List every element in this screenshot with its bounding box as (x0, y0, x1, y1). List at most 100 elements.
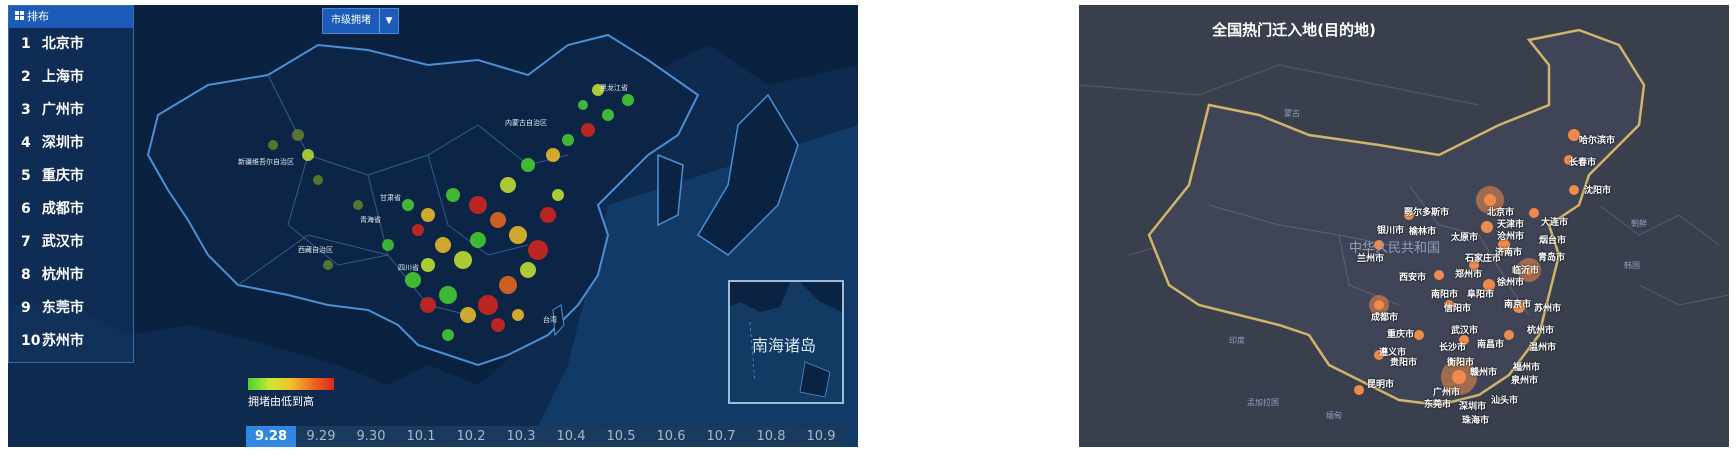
city-label: 贵阳市 (1390, 358, 1418, 368)
country-label: 孟加拉国 (1247, 398, 1279, 407)
ranking-title: 排布 (27, 10, 49, 23)
inset-map (730, 282, 842, 398)
ranking-item[interactable]: 4 深圳市 (9, 127, 133, 160)
timeline-date[interactable]: 10.8 (756, 429, 786, 444)
select-value: 市级拥堵 (331, 15, 371, 26)
city-label: 长沙市 (1439, 343, 1467, 353)
region-label: 黑龙江省 (600, 84, 628, 92)
city-label: 青岛市 (1538, 253, 1566, 263)
timeline-date[interactable]: 10.7 (706, 429, 736, 444)
timeline-date[interactable]: 9.29 (306, 429, 336, 444)
timeline-date[interactable]: 10.3 (506, 429, 536, 444)
timeline-date[interactable]: 10.9 (806, 429, 836, 444)
region-label: 四川省 (398, 264, 419, 272)
congestion-map-panel: 黑龙江省 内蒙古自治区 新疆维吾尔自治区 甘肃省 青海省 西藏自治区 四川省 台… (8, 5, 858, 447)
legend-gradient-bar (248, 378, 334, 390)
ranking-item[interactable]: 1 北京市 (9, 28, 133, 61)
ranking-item[interactable]: 3 广州市 (9, 94, 133, 127)
china-migration-map (1079, 5, 1729, 447)
city-label: 鄂尔多斯市 (1404, 208, 1450, 218)
south-china-sea-inset: 南海诸岛 (728, 280, 844, 404)
rank-number: 7 (21, 234, 31, 250)
region-label: 青海省 (360, 216, 381, 224)
timeline-date[interactable]: 9.28 (246, 426, 296, 447)
city-label: 沧州市 (1497, 232, 1525, 242)
ranking-item[interactable]: 7 武汉市 (9, 226, 133, 259)
congestion-legend: 拥堵由低到高 (248, 378, 334, 409)
rank-city: 重庆市 (41, 168, 84, 184)
city-label: 南昌市 (1477, 340, 1505, 350)
timeline-date[interactable]: 10.6 (656, 429, 686, 444)
ranking-item[interactable]: 10 苏州市 (9, 325, 133, 358)
rank-city: 成都市 (41, 201, 84, 217)
rank-number: 5 (21, 168, 31, 184)
country-label: 蒙古 (1284, 109, 1300, 118)
city-label: 烟台市 (1539, 236, 1567, 246)
rank-city: 广州市 (41, 102, 84, 118)
city-label: 天津市 (1497, 220, 1525, 230)
city-label: 杭州市 (1527, 326, 1555, 336)
rank-number: 10 (21, 333, 41, 349)
country-label: 韩国 (1624, 261, 1640, 270)
timeline-date[interactable]: 10.5 (606, 429, 636, 444)
country-label: 朝鲜 (1631, 219, 1647, 228)
timeline-date[interactable]: 10.2 (456, 429, 486, 444)
city-label: 苏州市 (1534, 304, 1562, 314)
city-label: 太原市 (1451, 233, 1479, 243)
city-label: 汕头市 (1491, 396, 1519, 406)
city-label: 石家庄市 (1465, 254, 1502, 264)
ranking-item[interactable]: 5 重庆市 (9, 160, 133, 193)
city-label: 深圳市 (1459, 402, 1487, 412)
ranking-item[interactable]: 9 东莞市 (9, 292, 133, 325)
timeline-date[interactable]: 10.4 (556, 429, 586, 444)
chevron-down-icon[interactable]: ▼ (379, 9, 398, 33)
city-label: 长春市 (1569, 158, 1597, 168)
ranking-item[interactable]: 6 成都市 (9, 193, 133, 226)
rank-city: 深圳市 (41, 135, 84, 151)
map-title: 全国热门迁入地(目的地) (1212, 21, 1376, 39)
region-label: 台湾 (543, 316, 557, 324)
city-ranking-list: 排布 1 北京市 2 上海市 3 广州市 4 深圳市 5 重庆市 6 成都市 7… (8, 5, 134, 363)
rank-number: 3 (21, 102, 31, 118)
ranking-item[interactable]: 8 杭州市 (9, 259, 133, 292)
ranking-item[interactable]: 2 上海市 (9, 61, 133, 94)
rank-city: 北京市 (41, 36, 84, 52)
timeline-date[interactable]: 9.30 (356, 429, 386, 444)
city-label: 成都市 (1371, 313, 1399, 323)
migration-map-panel: 全国热门迁入地(目的地) 蒙古 中华人民共和国 朝鲜 韩国 缅甸 孟加拉国 印度… (1079, 5, 1729, 447)
city-label: 珠海市 (1462, 416, 1490, 426)
city-label: 兰州市 (1357, 254, 1385, 264)
timeline-date[interactable]: 10.1 (406, 429, 436, 444)
city-label: 大连市 (1541, 218, 1569, 228)
city-label: 临沂市 (1512, 266, 1540, 276)
city-label: 衡阳市 (1447, 358, 1475, 368)
rank-number: 4 (21, 135, 31, 151)
city-label: 济南市 (1495, 248, 1523, 258)
city-label: 信阳市 (1444, 304, 1472, 314)
city-label: 福州市 (1513, 363, 1541, 373)
city-label: 榆林市 (1409, 227, 1437, 237)
region-label: 内蒙古自治区 (505, 119, 547, 127)
region-label: 甘肃省 (380, 194, 401, 202)
city-label: 西安市 (1399, 273, 1427, 283)
country-label: 印度 (1229, 336, 1245, 345)
region-label: 西藏自治区 (298, 246, 333, 254)
congestion-level-select[interactable]: 市级拥堵 ▼ (322, 8, 399, 34)
ranking-header: 排布 (9, 6, 133, 28)
legend-label: 拥堵由低到高 (248, 395, 314, 408)
rank-number: 2 (21, 69, 31, 85)
city-label: 银川市 (1377, 226, 1405, 236)
rank-number: 9 (21, 300, 31, 316)
city-label: 武汉市 (1451, 326, 1479, 336)
city-label: 阜阳市 (1467, 290, 1495, 300)
country-label: 中华人民共和国 (1349, 241, 1441, 256)
city-label: 重庆市 (1387, 330, 1415, 340)
city-label: 南京市 (1504, 300, 1532, 310)
inset-label: 南海诸岛 (752, 336, 817, 355)
city-label: 郑州市 (1455, 270, 1483, 280)
rank-city: 上海市 (41, 69, 84, 85)
country-label: 缅甸 (1326, 411, 1342, 420)
city-label: 南阳市 (1431, 290, 1459, 300)
rank-city: 武汉市 (41, 234, 84, 250)
grid-icon (15, 6, 24, 28)
